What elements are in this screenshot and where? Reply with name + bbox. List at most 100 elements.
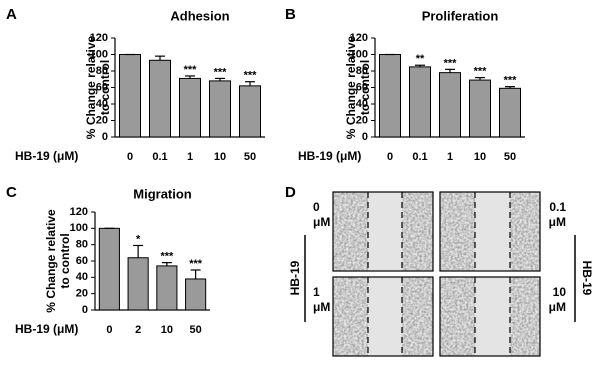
error-bar	[505, 86, 515, 89]
panel-label: C	[6, 184, 17, 201]
bar	[149, 59, 171, 138]
chart-title: Adhesion	[170, 8, 229, 23]
y-axis-label: % Change relative	[344, 35, 358, 139]
bar	[127, 257, 149, 311]
significance: ***	[184, 64, 198, 76]
dose-unit: μM	[313, 215, 330, 229]
bar	[239, 85, 261, 138]
dose-unit: μM	[549, 300, 566, 314]
y-tick-label: 100	[70, 222, 88, 234]
y-tick-label: 100	[350, 48, 368, 60]
x-tick-label: 0.1	[412, 151, 427, 163]
group-label: HB-19	[288, 260, 302, 295]
significance: ***	[214, 66, 228, 78]
x-tick-label: 50	[504, 151, 516, 163]
error-bar	[185, 75, 195, 79]
micrograph-texture	[333, 192, 368, 271]
panel-label: B	[285, 6, 296, 23]
error-bar	[445, 68, 455, 73]
significance: ***	[444, 57, 458, 69]
y-tick-label: 0	[102, 131, 108, 143]
panel-label: A	[6, 6, 17, 23]
group-label: HB-19	[580, 261, 594, 296]
y-tick-label: 80	[356, 65, 368, 77]
error-bar	[133, 244, 144, 258]
chart-title: Migration	[133, 186, 192, 201]
significance: **	[416, 53, 425, 65]
bar	[156, 265, 178, 311]
dose-label: 1	[313, 285, 320, 299]
bar	[179, 77, 201, 138]
bar	[119, 54, 141, 138]
y-tick-label: 80	[76, 239, 88, 251]
dose-label: 10	[553, 285, 567, 299]
x-tick-label: 10	[161, 324, 173, 336]
x-axis-label: HB-19 (μM)	[15, 322, 78, 336]
bar	[98, 227, 120, 311]
y-tick-label: 60	[76, 255, 88, 267]
y-axis-label: to control	[358, 60, 372, 115]
micrograph-texture	[333, 277, 368, 356]
significance: ***	[474, 66, 488, 78]
micrograph-texture	[402, 192, 433, 271]
y-tick-label: 40	[76, 271, 88, 283]
y-tick-label: 60	[356, 81, 368, 93]
x-tick-label: 0	[106, 324, 112, 336]
y-tick-label: 40	[96, 98, 108, 110]
micrograph-frame	[332, 276, 434, 357]
bar	[209, 80, 231, 138]
y-tick-label: 20	[96, 114, 108, 126]
error-bar	[190, 269, 201, 279]
micrograph-frame	[439, 191, 541, 272]
micrograph-frame	[439, 276, 541, 357]
significance: ***	[504, 75, 518, 87]
error-bar	[155, 55, 165, 61]
x-tick-label: 0	[127, 151, 133, 163]
x-tick-label: 0.1	[152, 151, 167, 163]
x-tick-label: 50	[190, 324, 202, 336]
x-tick-label: 50	[244, 151, 256, 163]
y-tick-label: 120	[70, 206, 88, 218]
dose-unit: μM	[549, 215, 566, 229]
y-tick-label: 80	[96, 65, 108, 77]
y-axis-label: % Change relative	[44, 209, 58, 313]
micrograph-texture	[510, 192, 540, 271]
y-axis-label: to control	[98, 60, 112, 115]
y-axis-label: to control	[58, 233, 72, 288]
error-bar	[245, 81, 255, 86]
y-tick-label: 100	[90, 48, 108, 60]
chart-title: Proliferation	[422, 8, 499, 23]
error-bar	[161, 262, 172, 266]
dose-label: 0	[313, 200, 320, 214]
y-tick-label: 20	[76, 288, 88, 300]
micrograph-frame	[332, 191, 434, 272]
bar	[439, 72, 461, 138]
micrograph-texture	[440, 192, 475, 271]
y-tick-label: 40	[356, 98, 368, 110]
y-axis-label: % Change relative	[84, 35, 98, 139]
significance: ***	[189, 258, 203, 270]
x-tick-label: 10	[214, 151, 226, 163]
dose-unit: μM	[313, 300, 330, 314]
y-tick-label: 0	[362, 131, 368, 143]
error-bar	[215, 77, 225, 81]
micrograph-texture	[440, 277, 475, 356]
x-tick-label: 0	[387, 151, 393, 163]
y-tick-label: 20	[356, 114, 368, 126]
panel-label: D	[285, 184, 296, 201]
bar	[409, 66, 431, 138]
y-tick-label: 120	[90, 32, 108, 44]
y-tick-label: 0	[82, 304, 88, 316]
x-tick-label: 1	[187, 151, 193, 163]
y-tick-label: 120	[350, 32, 368, 44]
x-tick-label: 10	[474, 151, 486, 163]
bar	[185, 278, 207, 311]
significance: ***	[244, 70, 258, 82]
error-bar	[415, 64, 425, 67]
micrograph-texture	[402, 277, 433, 356]
error-bar	[475, 76, 485, 81]
x-axis-label: HB-19 (μM)	[298, 149, 361, 163]
bar	[379, 54, 401, 138]
